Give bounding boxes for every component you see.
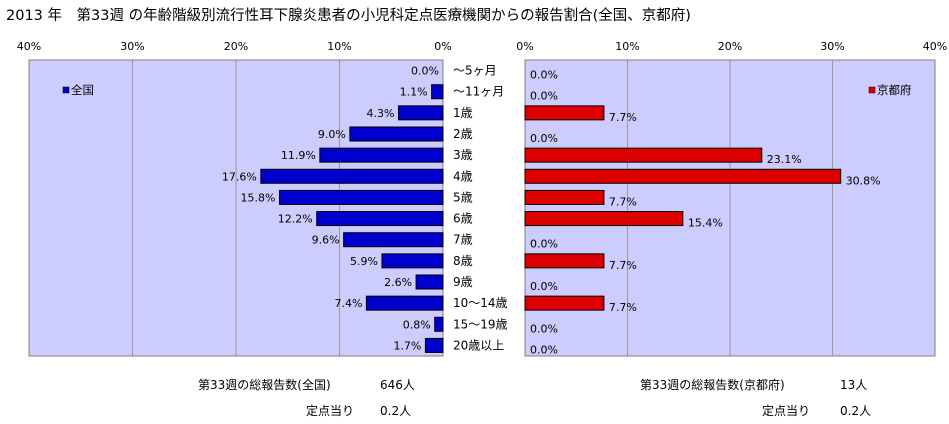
national-data-label: 0.0% [411,65,439,78]
national-total-label: 第33週の総報告数(全国) [198,378,331,392]
national-panel: 40% 30% 20% 10% 0% 0.0% 1.1% 4.3% 9.0%11.9% 17.6%… [17,40,452,357]
category-label: 2歳 [453,127,473,141]
national-data-label: 9.0% [318,128,346,141]
category-label: 15～19歳 [453,317,508,331]
kyoto-data-label: 0.0% [530,69,558,82]
kyoto-panel: 0% 10% 20% 30% 40% 0.0% 0.0% 7.7% 0.0% 23.1% 30.8%… [516,40,947,357]
kyoto-data-label: 0.0% [530,343,558,356]
kyoto-bar [524,147,763,163]
category-labels: ～5ヶ月 ～11ヶ月 1歳 2歳 3歳 4歳 5歳 6歳 7歳 8歳 9歳 10～14歳 15～19歳 2… [453,64,508,353]
kyoto-bar [524,211,684,227]
national-data-label: 1.7% [393,339,421,352]
chart-title: 2013 年 第33週 の年齢階級別流行性耳下腺炎患者の小児科定点医療機関からの… [6,6,691,24]
kyoto-per-label: 定点当り [762,404,811,418]
kyoto-legend-swatch [868,86,876,94]
national-data-label: 2.6% [384,276,412,289]
national-x-tick-label: 30% [120,40,144,53]
kyoto-bar [524,168,842,184]
category-label: 20歳以上 [453,338,504,352]
kyoto-data-label: 7.7% [609,259,637,272]
kyoto-data-label: 0.0% [530,132,558,145]
kyoto-x-tick-label: 30% [820,40,844,53]
kyoto-bar [524,105,605,121]
kyoto-data-label: 0.0% [530,280,558,293]
national-data-label: 4.3% [367,107,395,120]
national-bar [343,232,444,248]
kyoto-bar [524,253,605,269]
category-label: 7歳 [453,233,473,247]
national-data-label: 9.6% [312,234,340,247]
kyoto-data-label: 0.0% [530,238,558,251]
category-label: 10～14歳 [453,296,508,310]
kyoto-total-label: 第33週の総報告数(京都府) [640,378,785,392]
kyoto-data-label: 7.7% [609,111,637,124]
category-label: ～11ヶ月 [453,85,504,99]
national-data-label: 0.8% [403,318,431,331]
kyoto-total-value: 13人 [840,378,868,392]
national-x-tick-label: 20% [224,40,248,53]
category-label: ～5ヶ月 [453,64,497,78]
category-label: 9歳 [453,275,473,289]
category-label: 4歳 [453,169,473,183]
national-data-label: 1.1% [400,86,428,99]
national-bar [397,105,444,121]
category-label: 3歳 [453,148,473,162]
national-bar [434,316,444,332]
national-x-tick-label: 40% [17,40,41,53]
kyoto-bar [524,295,605,311]
national-data-label: 17.6% [222,170,257,183]
national-bar [431,84,444,100]
national-legend-label: 全国 [71,83,94,97]
category-label: 1歳 [453,106,473,120]
kyoto-data-label: 7.7% [609,195,637,208]
national-data-label: 12.2% [278,213,313,226]
kyoto-per-value: 0.2人 [840,404,872,418]
national-per-label: 定点当り [306,404,355,418]
category-label: 8歳 [453,254,473,268]
kyoto-x-tick-label: 10% [615,40,639,53]
national-data-label: 7.4% [334,297,362,310]
kyoto-data-label: 23.1% [767,153,802,166]
kyoto-data-label: 30.8% [846,174,881,187]
national-x-tick-label: 0% [434,40,451,53]
national-data-label: 15.8% [241,191,276,204]
national-x-tick-label: 10% [327,40,351,53]
national-data-label: 11.9% [281,149,316,162]
kyoto-data-label: 7.7% [609,301,637,314]
national-bar [319,147,444,163]
national-data-label: 5.9% [350,255,378,268]
kyoto-x-tick-label: 0% [516,40,533,53]
national-bar [260,168,444,184]
kyoto-data-label: 0.0% [530,90,558,103]
kyoto-x-tick-label: 20% [718,40,742,53]
national-bar [424,337,444,353]
kyoto-x-tick-label: 40% [923,40,947,53]
category-label: 6歳 [453,212,473,226]
national-bar [381,253,444,269]
kyoto-legend-label: 京都府 [877,83,912,97]
national-total-value: 646人 [380,378,415,392]
national-bar [365,295,444,311]
national-per-value: 0.2人 [380,404,412,418]
category-label: 5歳 [453,190,473,204]
national-bar [278,189,444,205]
kyoto-data-label: 15.4% [688,217,723,230]
kyoto-data-label: 0.0% [530,322,558,335]
kyoto-bar [524,189,605,205]
national-bar [316,211,444,227]
national-bar [349,126,444,142]
national-legend-swatch [62,86,70,94]
national-bar [415,274,444,290]
